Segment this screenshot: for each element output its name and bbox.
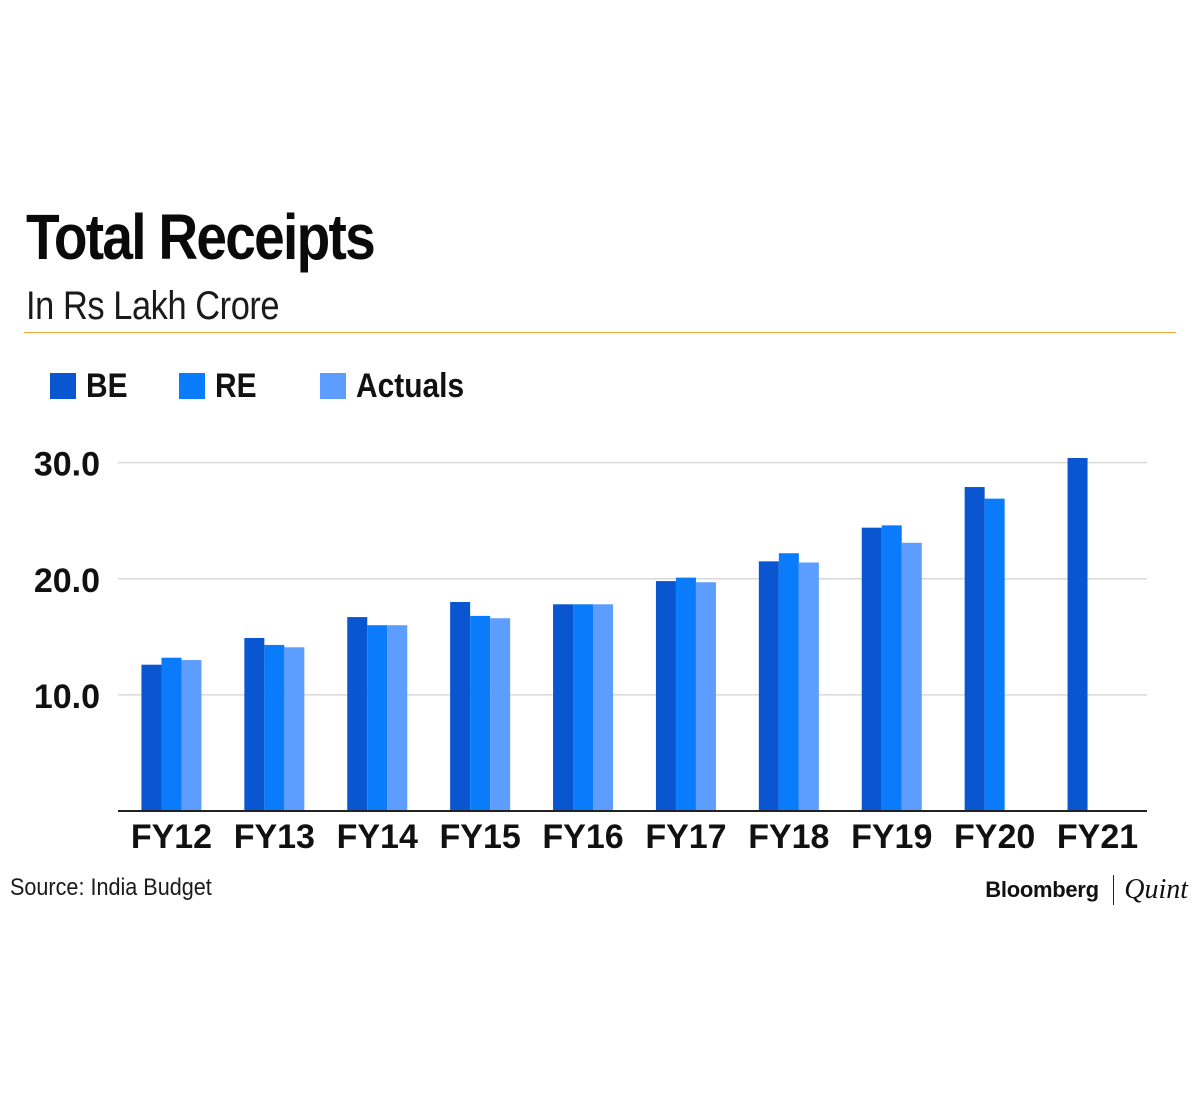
y-tick-label: 30.0: [34, 446, 100, 484]
legend-label-re: RE: [215, 366, 257, 405]
brand-primary: Bloomberg: [985, 877, 1099, 902]
y-tick-labels: 10.0 20.0 30.0: [34, 446, 100, 716]
bar-re-fy13: [264, 644, 285, 811]
brand-logo: Bloomberg Quint: [985, 874, 1188, 906]
bar-actuals-fy17: [695, 582, 716, 811]
bar-be-fy12: [141, 664, 162, 811]
x-tick-label: FY18: [748, 818, 829, 856]
bar-re-fy12: [161, 657, 182, 811]
x-tick-label: FY12: [131, 818, 212, 856]
legend-item-actuals: Actuals: [320, 367, 479, 406]
bar-re-fy14: [367, 625, 388, 811]
x-tick-label: FY21: [1057, 818, 1138, 856]
bar-be-fy13: [244, 637, 265, 811]
bar-actuals-fy15: [490, 618, 511, 811]
bar-actuals-fy13: [284, 647, 305, 811]
bar-re-fy17: [675, 577, 696, 811]
bar-be-fy17: [655, 581, 676, 811]
legend-swatch-re: [179, 373, 206, 399]
x-tick-label: FY17: [645, 818, 726, 856]
bar-actuals-fy14: [387, 625, 408, 811]
legend-label-actuals: Actuals: [356, 366, 465, 405]
bar-be-fy19: [861, 527, 882, 811]
source-note: Source: India Budget: [10, 874, 212, 901]
legend-swatch-be: [50, 373, 76, 399]
brand-secondary: Quint: [1124, 874, 1188, 905]
chart-title: Total Receipts: [26, 201, 376, 273]
bar-be-fy14: [347, 617, 368, 811]
bar-be-fy15: [450, 601, 471, 811]
x-tick-label: FY13: [234, 818, 315, 856]
brand-separator: [1112, 875, 1115, 905]
x-tick-label: FY19: [851, 818, 932, 856]
x-tick-label: FY16: [542, 818, 623, 856]
legend-item-re: RE: [179, 367, 262, 406]
bar-actuals-fy16: [593, 604, 614, 811]
x-tick-label: FY20: [954, 818, 1035, 856]
bar-be-fy21: [1067, 458, 1088, 811]
x-tick-label: FY14: [337, 818, 418, 856]
legend-label-be: BE: [86, 366, 128, 405]
bar-re-fy15: [470, 615, 491, 811]
bar-actuals-fy12: [181, 660, 202, 811]
bar-actuals-fy18: [798, 562, 819, 811]
legend-swatch-actuals: [320, 373, 347, 399]
title-divider: [24, 332, 1176, 333]
x-tick-label: FY15: [440, 818, 521, 856]
bar-be-fy18: [758, 561, 779, 811]
legend: BE RE Actuals: [50, 364, 525, 408]
bar-re-fy20: [984, 498, 1005, 811]
chart-subtitle: In Rs Lakh Crore: [26, 284, 280, 328]
bars: [141, 458, 1088, 811]
bar-re-fy18: [778, 553, 799, 811]
y-tick-label: 20.0: [34, 562, 100, 600]
y-tick-label: 10.0: [34, 678, 100, 716]
bar-re-fy16: [573, 604, 594, 811]
bar-re-fy19: [881, 525, 902, 811]
bar-actuals-fy19: [901, 542, 922, 811]
bar-be-fy20: [964, 487, 985, 811]
bar-be-fy16: [553, 604, 574, 811]
legend-item-be: BE: [50, 367, 133, 406]
x-tick-labels: FY12 FY13 FY14 FY15 FY16 FY17 FY18 FY19 FY20 FY21: [131, 818, 1138, 856]
